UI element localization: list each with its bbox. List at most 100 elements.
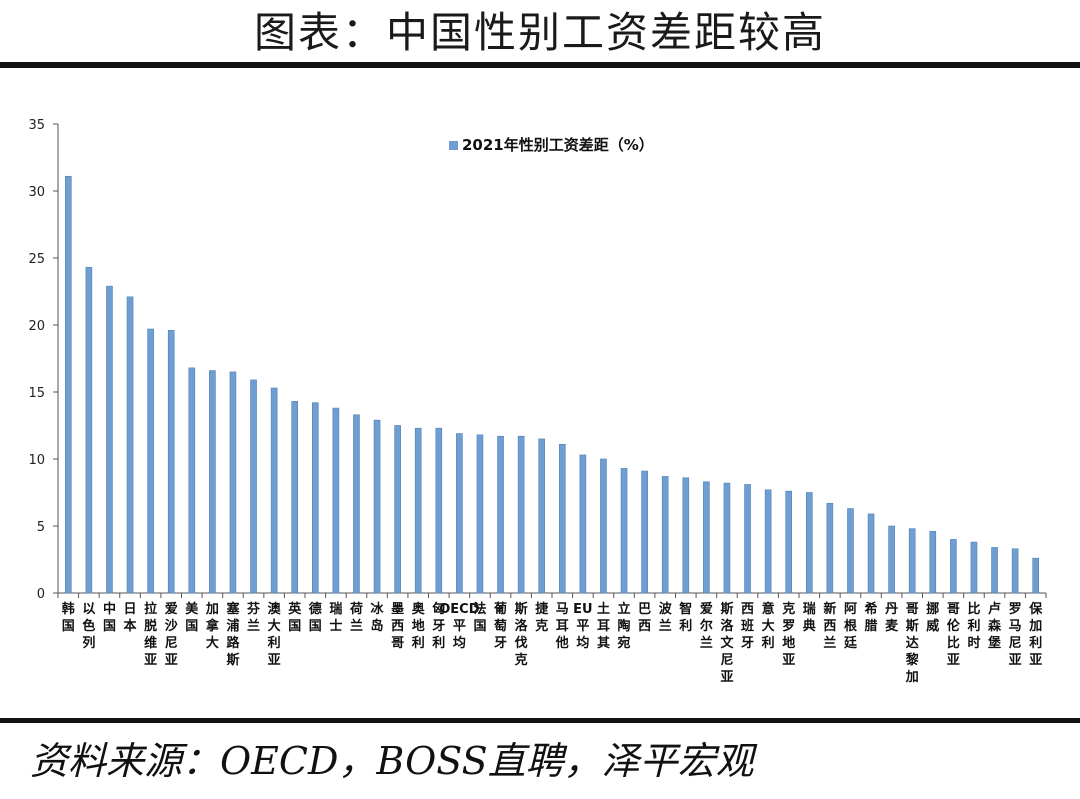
x-tick-label: 挪威 bbox=[926, 601, 939, 634]
x-tick-label: 德国 bbox=[309, 601, 322, 634]
x-tick-label: 瑞士 bbox=[329, 601, 342, 634]
bar bbox=[723, 482, 731, 594]
bar bbox=[867, 513, 875, 594]
bar bbox=[703, 481, 710, 594]
bar bbox=[991, 547, 998, 594]
y-tick-label: 30 bbox=[28, 185, 45, 200]
x-tick-label: 澳大利亚 bbox=[268, 601, 282, 668]
legend-label: 2021年性别工资差距（%） bbox=[462, 136, 654, 154]
x-tick-label: 荷兰 bbox=[349, 601, 363, 634]
x-tick-label: 立陶宛 bbox=[617, 601, 631, 651]
bar bbox=[291, 401, 299, 594]
bar bbox=[229, 371, 237, 594]
bar bbox=[847, 508, 854, 594]
x-tick-label: 瑞典 bbox=[803, 601, 816, 634]
x-tick-label: 阿根廷 bbox=[843, 602, 858, 651]
bar bbox=[558, 443, 566, 594]
bar bbox=[167, 330, 175, 594]
x-tick-label: 意大利 bbox=[762, 601, 775, 651]
bar bbox=[353, 414, 360, 594]
x-tick-label: 克罗地亚 bbox=[782, 601, 795, 668]
chart-axes: 0 5 10 15 20 25 30 35 bbox=[28, 118, 1047, 602]
chart-bars bbox=[64, 175, 1040, 594]
x-tick-label: 芬兰 bbox=[246, 601, 261, 634]
source-note: 资料来源：OECD，BOSS直聘，泽平宏观 bbox=[30, 739, 754, 783]
bar bbox=[373, 419, 381, 594]
bar bbox=[64, 175, 72, 594]
y-tick-label: 20 bbox=[28, 319, 45, 334]
bar bbox=[106, 285, 113, 594]
chart-title: 图表：中国性别工资差距较高 bbox=[253, 8, 826, 57]
bar bbox=[641, 470, 648, 594]
bar bbox=[147, 328, 154, 594]
bar bbox=[764, 489, 772, 594]
x-tick-label: 马耳他 bbox=[555, 602, 569, 651]
x-tick-label: 保加利亚 bbox=[1028, 601, 1043, 668]
x-tick-label: 新西兰 bbox=[823, 601, 836, 651]
bar bbox=[620, 468, 628, 594]
bar bbox=[250, 379, 257, 594]
bar bbox=[435, 427, 443, 594]
y-tick-label: 5 bbox=[37, 520, 45, 535]
bar bbox=[517, 435, 525, 594]
x-tick-label: 哥斯达黎加 bbox=[905, 601, 919, 685]
bar bbox=[929, 531, 937, 594]
bar bbox=[497, 435, 504, 594]
x-tick-label: 斯洛伐克 bbox=[515, 601, 529, 668]
bar bbox=[785, 490, 793, 594]
x-tick-label: 智利 bbox=[679, 601, 692, 634]
x-tick-label: 英国 bbox=[287, 601, 302, 634]
bar bbox=[908, 528, 916, 594]
y-tick-label: 25 bbox=[28, 252, 45, 267]
x-tick-label: 葡萄牙 bbox=[493, 601, 507, 651]
bar bbox=[579, 454, 587, 594]
x-tick-label: 丹麦 bbox=[885, 602, 899, 634]
x-tick-label: 加拿大 bbox=[205, 602, 220, 651]
x-tick-label: 罗马尼亚 bbox=[1009, 602, 1022, 668]
x-tick-label: 匈牙利 bbox=[432, 601, 445, 651]
bar bbox=[394, 425, 401, 594]
bar bbox=[970, 541, 978, 594]
bar bbox=[1011, 548, 1019, 594]
bar bbox=[209, 370, 216, 594]
x-tick-label: EU 平均 bbox=[573, 602, 592, 651]
x-tick-label: 捷克 bbox=[535, 601, 549, 634]
y-tick-label: 10 bbox=[28, 453, 45, 468]
bar-chart: 0 5 10 15 20 25 30 35 韩国以色列中国日本拉脱维亚爱沙尼亚美国加拿大塞浦路… bbox=[28, 118, 1047, 685]
bar bbox=[950, 539, 957, 594]
x-tick-label: 卢森堡 bbox=[988, 601, 1002, 651]
bar bbox=[600, 458, 607, 594]
bar bbox=[270, 387, 278, 594]
bar bbox=[682, 477, 690, 594]
x-tick-label: OECD 平均 bbox=[439, 602, 479, 651]
bar bbox=[311, 402, 319, 594]
x-tick-label: 哥伦比亚 bbox=[947, 601, 961, 668]
category-labels: 韩国以色列中国日本拉脱维亚爱沙尼亚美国加拿大塞浦路斯芬兰澳大利亚英国德国瑞士荷兰… bbox=[62, 601, 1043, 685]
bar bbox=[476, 434, 484, 594]
top-rule bbox=[0, 62, 1080, 68]
x-tick-label: 法国 bbox=[473, 601, 486, 634]
x-tick-label: 塞浦路斯 bbox=[226, 601, 240, 668]
y-tick-label: 15 bbox=[28, 386, 45, 401]
x-tick-label: 美国 bbox=[185, 601, 199, 634]
x-tick-label: 墨西哥 bbox=[391, 602, 404, 651]
x-tick-label: 爱尔兰 bbox=[700, 601, 713, 651]
bar bbox=[456, 433, 463, 594]
x-tick-label: 以色列 bbox=[82, 602, 95, 651]
y-tick-label: 0 bbox=[37, 587, 45, 602]
x-tick-label: 比利时 bbox=[967, 601, 980, 651]
bar bbox=[414, 427, 422, 594]
bar bbox=[826, 502, 834, 594]
bar bbox=[1032, 557, 1040, 594]
bottom-rule bbox=[0, 718, 1080, 723]
bar bbox=[188, 367, 196, 594]
x-tick-label: 韩国 bbox=[62, 601, 75, 634]
x-tick-label: 爱沙尼亚 bbox=[165, 601, 178, 668]
x-tick-label: 奥地利 bbox=[412, 601, 426, 651]
legend-swatch bbox=[449, 141, 458, 150]
bar bbox=[85, 267, 93, 594]
x-tick-label: 拉脱维亚 bbox=[144, 601, 157, 668]
x-tick-label: 斯洛文尼亚 bbox=[720, 601, 734, 685]
x-tick-label: 希腊 bbox=[865, 601, 878, 634]
bar bbox=[332, 407, 340, 594]
